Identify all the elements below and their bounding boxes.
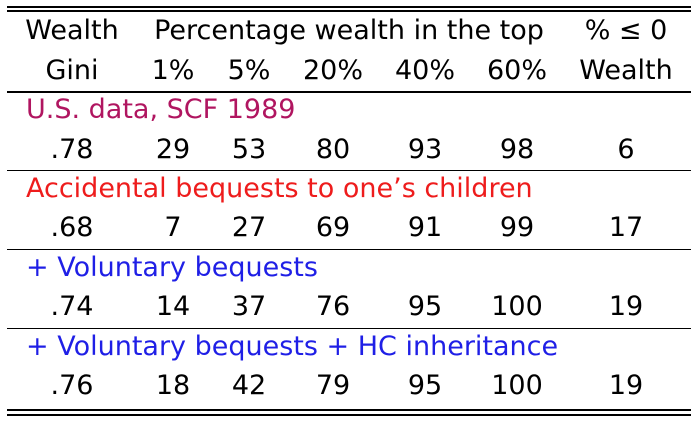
cell-gini: .76 (50, 370, 94, 401)
cell-gini: .68 (50, 212, 94, 243)
bottom-rule (7, 409, 691, 411)
cell-top-1: 14 (155, 291, 191, 322)
cell-top-1: 29 (155, 134, 191, 165)
header-percentage-wealth: Percentage wealth in the top (154, 15, 544, 46)
header-gini: Gini (45, 55, 99, 86)
section-label-us-data: U.S. data, SCF 1989 (26, 94, 296, 125)
cell-gini: .78 (50, 134, 94, 165)
cell-top-1: 7 (164, 212, 182, 243)
section-rule (7, 249, 691, 250)
cell-top-20: 80 (315, 134, 351, 165)
cell-top-5: 27 (231, 212, 267, 243)
header-top-60: 60% (486, 55, 548, 86)
bottom-rule-inner (7, 414, 691, 416)
cell-gini: .74 (50, 291, 94, 322)
cell-nonpositive: 19 (608, 291, 644, 322)
cell-top-60: 100 (491, 370, 543, 401)
header-wealth: Wealth (25, 15, 119, 46)
cell-top-20: 69 (315, 212, 351, 243)
cell-top-60: 98 (499, 134, 535, 165)
cell-nonpositive: 19 (608, 370, 644, 401)
cell-nonpositive: 6 (617, 134, 635, 165)
cell-top-60: 99 (499, 212, 535, 243)
cell-nonpositive: 17 (608, 212, 644, 243)
cell-top-20: 76 (315, 291, 351, 322)
cell-top-40: 95 (407, 291, 443, 322)
cell-top-1: 18 (155, 370, 191, 401)
section-label-voluntary-bequests: + Voluntary bequests (26, 252, 318, 283)
top-rule-inner (7, 10, 691, 12)
section-label-hc-inheritance: + Voluntary bequests + HC inheritance (26, 331, 559, 362)
cell-top-5: 42 (231, 370, 267, 401)
header-top-20: 20% (302, 55, 364, 86)
header-rule (7, 91, 691, 93)
header-top-1: 1% (151, 55, 195, 86)
section-rule (7, 328, 691, 329)
header-wealth-bottom: Wealth (579, 55, 673, 86)
cell-top-5: 53 (231, 134, 267, 165)
cell-top-60: 100 (491, 291, 543, 322)
cell-top-40: 95 (407, 370, 443, 401)
header-top-40: 40% (394, 55, 456, 86)
section-label-accidental-bequests: Accidental bequests to one’s children (26, 173, 533, 204)
cell-top-20: 79 (315, 370, 351, 401)
top-rule (7, 6, 691, 8)
cell-top-40: 91 (407, 212, 443, 243)
section-rule (7, 170, 691, 171)
cell-top-40: 93 (407, 134, 443, 165)
cell-top-5: 37 (231, 291, 267, 322)
header-nonpositive: % ≤ 0 (584, 15, 668, 46)
header-top-5: 5% (227, 55, 271, 86)
